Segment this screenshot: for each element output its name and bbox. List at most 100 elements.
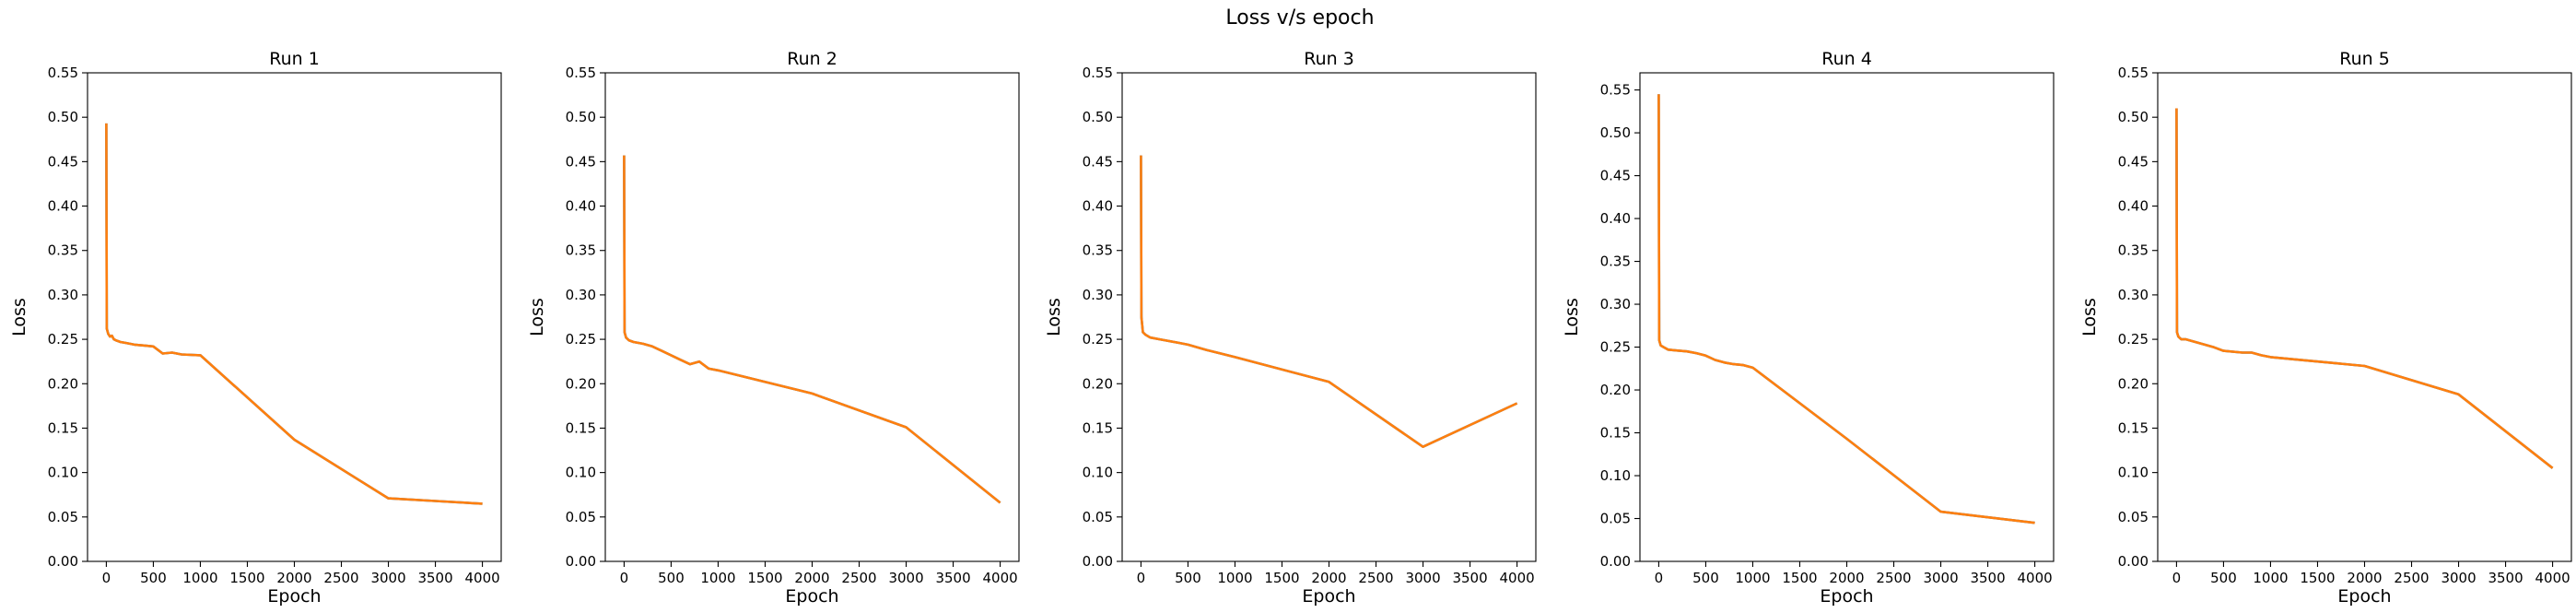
x-tick-label: 2500 [2394,570,2429,586]
subplot-title: Run 4 [1821,49,1872,69]
x-tick-label: 2000 [794,570,829,586]
x-tick-label: 2500 [1358,570,1393,586]
y-tick-label: 0.50 [1600,124,1631,141]
y-axis-label: Loss [1562,298,1582,336]
y-tick-label: 0.35 [2118,242,2149,259]
y-tick-label: 0.55 [566,65,596,81]
subplot-run-3: 0 500 1000 1500 2000 2500 3000 3500 4000 0.00 0.05… [1044,49,1537,607]
x-tick-label: 3000 [1405,570,1440,586]
axes-frame [1121,72,1537,562]
loss-line-series-2 [2175,108,2554,469]
x-tick-label: 1000 [1735,570,1770,586]
subplot-run-2: 0 500 1000 1500 2000 2500 3000 3500 4000 0.00 0.05… [527,49,1020,607]
y-tick-label: 0.20 [566,375,596,392]
x-tick-label: 1500 [229,570,264,586]
y-tick-label: 0.20 [48,375,78,392]
x-tick-label: 3000 [1923,570,1958,586]
y-axis-label: Loss [9,298,29,336]
y-tick-label: 0.25 [48,331,78,348]
axes-frame [87,72,502,562]
axes-frame [604,72,1020,562]
x-tick-label: 4000 [1499,570,1534,586]
x-tick-label: 1000 [1217,570,1252,586]
x-tick-label: 1500 [1264,570,1299,586]
x-tick-label: 2000 [1829,570,1864,586]
x-tick-label: 1500 [747,570,782,586]
y-tick-label: 0.20 [2118,375,2149,392]
x-tick-label: 0 [620,570,629,586]
y-tick-label: 0.25 [566,331,596,348]
x-tick-label: 4000 [464,570,499,586]
x-tick-label: 3000 [888,570,923,586]
y-tick-label: 0.30 [2118,287,2149,303]
x-tick-label: 1000 [2253,570,2288,586]
x-tick-label: 2500 [841,570,876,586]
y-tick-label: 0.55 [1083,65,1113,81]
y-tick-label: 0.30 [1600,296,1631,312]
loss-line-series-1 [1140,155,1518,449]
y-tick-label: 0.15 [48,419,78,436]
x-tick-label: 3500 [1452,570,1487,586]
x-tick-label: 0 [1137,570,1146,586]
x-tick-label: 500 [140,570,167,586]
y-tick-label: 0.55 [48,65,78,81]
subplot-title: Run 3 [1304,49,1354,69]
subplot-title: Run 1 [269,49,320,69]
y-tick-label: 0.45 [1600,168,1631,184]
x-tick-label: 500 [658,570,685,586]
x-axis-label: Epoch [267,586,321,607]
x-tick-label: 2500 [323,570,358,586]
loss-line-series-2 [1657,94,2035,525]
y-tick-label: 0.35 [48,242,78,259]
loss-line-series-2 [623,155,1001,504]
y-tick-label: 0.05 [48,509,78,525]
x-tick-label: 1000 [700,570,735,586]
loss-line-series-1 [623,155,1001,504]
x-tick-label: 500 [1175,570,1201,586]
y-tick-label: 0.40 [566,198,596,215]
x-axis-label: Epoch [785,586,838,607]
y-tick-label: 0.30 [48,287,78,303]
x-tick-label: 3000 [2441,570,2476,586]
y-tick-label: 0.45 [2118,153,2149,170]
x-tick-label: 1000 [182,570,217,586]
x-tick-label: 4000 [2535,570,2570,586]
y-tick-label: 0.25 [1600,339,1631,356]
y-tick-label: 0.50 [1083,109,1113,125]
y-tick-label: 0.15 [2118,419,2149,436]
y-tick-label: 0.40 [1600,210,1631,227]
x-tick-label: 0 [1655,570,1664,586]
loss-line-series-1 [1657,94,2035,525]
x-tick-label: 0 [2172,570,2182,586]
x-tick-label: 4000 [982,570,1017,586]
y-axis-label: Loss [527,298,547,336]
y-tick-label: 0.00 [1083,553,1113,570]
y-tick-label: 0.40 [2118,198,2149,215]
y-tick-label: 0.50 [566,109,596,125]
y-tick-label: 0.00 [1600,553,1631,570]
x-tick-label: 1500 [2300,570,2335,586]
y-tick-label: 0.25 [2118,331,2149,348]
x-tick-label: 500 [1692,570,1719,586]
y-tick-label: 0.10 [1083,465,1113,481]
x-tick-label: 3000 [370,570,405,586]
y-tick-label: 0.55 [2118,65,2149,81]
y-tick-label: 0.35 [1083,242,1113,259]
y-tick-label: 0.20 [1083,375,1113,392]
loss-line-series-2 [1140,155,1518,449]
y-tick-label: 0.30 [1083,287,1113,303]
loss-line-series-2 [105,123,483,505]
x-tick-label: 2000 [1311,570,1346,586]
y-tick-label: 0.35 [566,242,596,259]
y-axis-label: Loss [1044,298,1064,336]
subplot-title: Run 5 [2339,49,2390,69]
x-tick-label: 1500 [1782,570,1817,586]
axes-frame [1639,72,2055,562]
y-tick-label: 0.10 [1600,467,1631,484]
y-tick-label: 0.05 [566,509,596,525]
x-axis-label: Epoch [1820,586,1873,607]
y-axis-label: Loss [2079,298,2100,336]
x-tick-label: 3500 [1970,570,2005,586]
x-tick-label: 0 [102,570,111,586]
